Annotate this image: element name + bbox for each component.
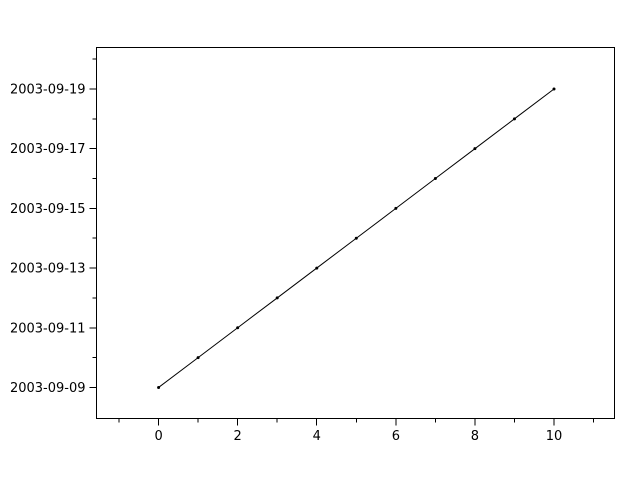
- y-tick-label: 2003-09-09: [10, 381, 86, 396]
- y-tick-label: 2003-09-15: [10, 202, 86, 217]
- y-tick-label: 2003-09-19: [10, 82, 86, 97]
- data-point-marker: [394, 206, 398, 210]
- data-point-marker: [196, 356, 200, 360]
- data-point-marker: [315, 266, 319, 270]
- data-point-marker: [157, 385, 161, 389]
- y-tick-label: 2003-09-13: [10, 262, 86, 277]
- data-point-marker: [552, 87, 556, 91]
- x-tick-label: 10: [546, 429, 563, 444]
- x-tick-label: 6: [392, 429, 400, 444]
- x-tick-label: 8: [471, 429, 479, 444]
- data-point-marker: [354, 236, 358, 240]
- data-point-marker: [275, 296, 279, 300]
- plot-frame: [96, 47, 615, 419]
- x-tick-label: 4: [313, 429, 321, 444]
- y-tick-label: 2003-09-11: [10, 321, 86, 336]
- y-tick-label: 2003-09-17: [10, 142, 86, 157]
- x-tick-label: 2: [234, 429, 242, 444]
- x-tick-label: 0: [154, 429, 162, 444]
- data-point-marker: [236, 326, 240, 330]
- data-point-marker: [473, 147, 477, 151]
- data-point-marker: [512, 117, 516, 121]
- data-point-marker: [433, 177, 437, 181]
